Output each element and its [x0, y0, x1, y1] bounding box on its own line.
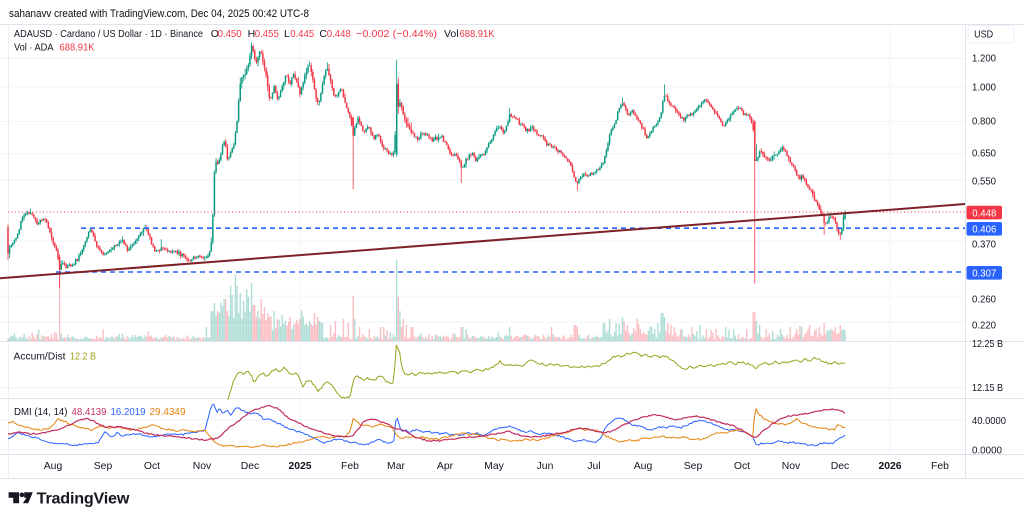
svg-text:May: May: [484, 461, 504, 472]
svg-text:O: O: [211, 28, 219, 40]
svg-text:H: H: [248, 28, 256, 40]
svg-text:Dec: Dec: [241, 461, 259, 472]
svg-text:0.406: 0.406: [972, 225, 996, 236]
svg-text:Sep: Sep: [94, 461, 113, 472]
svg-text:sahanavv created with TradingV: sahanavv created with TradingView.com, D…: [9, 8, 309, 20]
svg-text:Apr: Apr: [437, 461, 454, 472]
svg-text:0.800: 0.800: [972, 117, 996, 128]
svg-text:TradingView: TradingView: [37, 490, 131, 507]
svg-text:Vol: Vol: [444, 28, 459, 40]
svg-text:0.448: 0.448: [972, 208, 996, 219]
svg-text:688.91K: 688.91K: [60, 41, 95, 53]
svg-text:40.0000: 40.0000: [972, 416, 1006, 427]
svg-text:L: L: [284, 28, 290, 40]
svg-text:Jul: Jul: [587, 461, 600, 472]
svg-text:12.25 B: 12.25 B: [972, 339, 1003, 350]
svg-text:USD: USD: [974, 29, 993, 40]
svg-text:DMI (14, 14): DMI (14, 14): [14, 406, 68, 418]
svg-text:Dec: Dec: [831, 461, 849, 472]
svg-text:0.260: 0.260: [972, 295, 996, 306]
svg-text:C: C: [319, 28, 327, 40]
svg-text:0.445: 0.445: [290, 28, 314, 40]
svg-text:0.550: 0.550: [972, 177, 996, 188]
svg-text:Oct: Oct: [144, 461, 160, 472]
svg-text:Oct: Oct: [734, 461, 750, 472]
svg-text:1.200: 1.200: [972, 54, 996, 65]
svg-text:0.448: 0.448: [327, 28, 351, 40]
svg-text:Feb: Feb: [931, 461, 949, 472]
svg-text:Aug: Aug: [634, 461, 653, 472]
svg-text:48.4139: 48.4139: [72, 406, 107, 418]
svg-text:2026: 2026: [878, 461, 901, 472]
svg-text:29.4349: 29.4349: [150, 406, 186, 418]
svg-text:0.220: 0.220: [972, 321, 996, 332]
svg-text:Jun: Jun: [537, 461, 554, 472]
svg-text:Nov: Nov: [782, 461, 801, 472]
svg-text:2025: 2025: [288, 461, 311, 472]
svg-text:0.450: 0.450: [218, 28, 242, 40]
svg-text:0.650: 0.650: [972, 149, 996, 160]
svg-text:0.370: 0.370: [972, 240, 996, 251]
svg-text:Mar: Mar: [387, 461, 405, 472]
svg-text:12.15 B: 12.15 B: [972, 383, 1003, 394]
svg-text:16.2019: 16.2019: [111, 406, 146, 418]
svg-text:0.455: 0.455: [255, 28, 279, 40]
svg-text:Feb: Feb: [341, 461, 359, 472]
svg-text:−0.002 (−0.44%): −0.002 (−0.44%): [356, 28, 437, 40]
svg-text:Vol · ADA: Vol · ADA: [14, 41, 54, 53]
svg-text:ADAUSD · Cardano / US Dollar ·: ADAUSD · Cardano / US Dollar · 1D · Bina…: [14, 28, 203, 40]
svg-text:Aug: Aug: [44, 461, 63, 472]
svg-text:12.2 B: 12.2 B: [70, 351, 96, 363]
svg-text:0.0000: 0.0000: [972, 446, 1002, 457]
svg-text:Accum/Dist: Accum/Dist: [14, 351, 66, 363]
svg-text:Sep: Sep: [684, 461, 703, 472]
svg-text:1.000: 1.000: [972, 82, 996, 93]
svg-text:688.91K: 688.91K: [460, 28, 495, 40]
svg-text:0.307: 0.307: [972, 269, 996, 280]
svg-text:Nov: Nov: [193, 461, 212, 472]
